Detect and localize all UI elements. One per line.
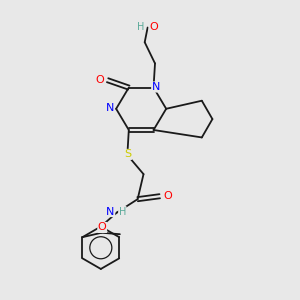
Text: O: O	[149, 22, 158, 32]
Text: H: H	[136, 22, 144, 32]
Text: O: O	[95, 75, 104, 85]
Text: N: N	[106, 103, 114, 113]
Text: O: O	[98, 222, 106, 233]
Text: H: H	[118, 206, 126, 217]
Text: N: N	[106, 206, 115, 217]
Text: O: O	[164, 191, 172, 201]
Text: N: N	[152, 82, 160, 92]
Text: S: S	[124, 149, 131, 159]
